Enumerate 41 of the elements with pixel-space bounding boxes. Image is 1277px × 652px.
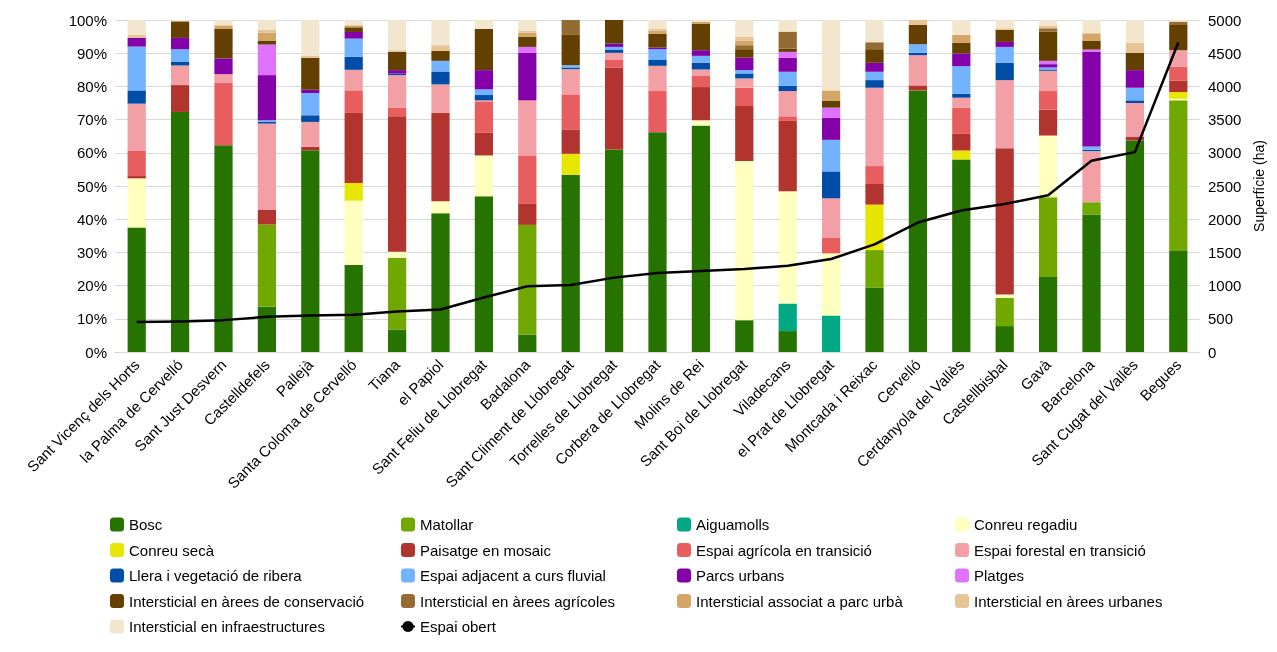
y2-tick-label: 1000 — [1208, 277, 1242, 295]
y2-tick-label: 2000 — [1208, 210, 1242, 228]
legend-label: Aiguamolls — [696, 516, 770, 533]
y-tick-label: 0% — [85, 343, 107, 361]
y2-tick-label: 0 — [1208, 343, 1217, 361]
y2-tick-label: 4000 — [1208, 77, 1242, 95]
y2-tick-label: 3500 — [1208, 111, 1242, 129]
y-tick-label: 70% — [76, 111, 107, 129]
legend-label: Intersticial en infraestructures — [129, 618, 325, 635]
legend-label: Espai agrícola en transició — [696, 541, 872, 559]
legend-label: Conreu regadiu — [974, 516, 1078, 533]
y-tick-label: 100% — [68, 11, 107, 29]
y-tick-label: 20% — [76, 277, 107, 295]
legend-label: Intersticial en àrees agrícoles — [420, 592, 616, 610]
y-tick-label: 60% — [76, 144, 107, 162]
legend-label: Intersticial associat a parc urbà — [696, 592, 904, 610]
y2-tick-label: 2500 — [1208, 177, 1242, 195]
y2-tick-label: 5000 — [1208, 11, 1242, 29]
legend-label: Intersticial en àrees de conservació — [129, 592, 365, 610]
y-tick-label: 10% — [76, 310, 107, 328]
legend-label: Paisatge en mosaic — [420, 541, 552, 559]
y2-tick-label: 1500 — [1208, 243, 1242, 261]
legend-label: Platges — [974, 567, 1025, 584]
legend-label: Intersticial en àrees urbanes — [974, 592, 1163, 610]
y2-axis-title: Superfície (ha) — [1251, 140, 1268, 232]
y2-tick-label: 4500 — [1208, 44, 1242, 62]
legend-label: Llera i vegetació de ribera — [129, 567, 303, 584]
y-tick-label: 90% — [76, 44, 107, 62]
y-tick-label: 40% — [76, 210, 107, 228]
legend-label: Espai adjacent a curs fluvial — [420, 567, 606, 584]
y-tick-label: 80% — [76, 77, 107, 95]
y2-tick-label: 3000 — [1208, 144, 1242, 162]
legend-label: Espai obert — [420, 618, 497, 635]
legend-label: Espai forestal en transició — [974, 541, 1146, 559]
legend-label: Bosc — [129, 516, 163, 533]
legend-label: Conreu secà — [129, 541, 215, 559]
y-tick-label: 30% — [76, 243, 107, 261]
legend-label: Parcs urbans — [696, 567, 785, 584]
legend-label: Matollar — [420, 516, 474, 533]
y-tick-label: 50% — [76, 177, 107, 195]
y2-tick-label: 500 — [1208, 310, 1234, 328]
